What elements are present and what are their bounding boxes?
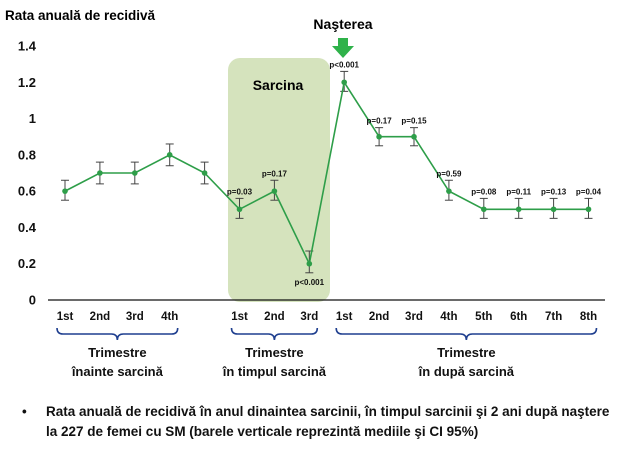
y-tick-label: 1.4 — [18, 39, 37, 54]
data-point — [306, 260, 313, 267]
group-bracket — [56, 327, 179, 341]
y-tick-label: 1 — [29, 111, 36, 126]
group-label-line2: înainte sarcină — [71, 364, 164, 379]
data-points — [62, 79, 592, 267]
x-tick-label: 3rd — [126, 311, 144, 323]
group-bracket — [230, 327, 319, 341]
y-axis-title: Rata anuală de recidivă — [5, 8, 156, 23]
footnote-text: Rata anuală de recidivă în anul dinainte… — [46, 404, 610, 439]
data-point — [481, 206, 487, 213]
x-tick-label: 1st — [57, 311, 74, 323]
data-point — [62, 188, 68, 194]
y-tick-label: 0 — [29, 293, 36, 308]
data-point — [515, 206, 522, 213]
p-value-label: p=0.11 — [506, 187, 531, 196]
x-tick-label: 7th — [545, 311, 562, 323]
x-tick-label: 4th — [440, 311, 457, 323]
x-tick-label: 5th — [475, 311, 492, 323]
x-axis-tick-labels: 1st 2nd 3rd 4th 1st 2nd 3rd 1st 2nd 3rd 4th 5th 6th 7… — [57, 311, 597, 323]
data-point — [550, 206, 557, 213]
x-tick-label: 6th — [510, 311, 527, 323]
group-label-line2: în după sarcină — [418, 364, 515, 379]
p-value-label: p=0.17 — [262, 169, 288, 178]
data-point — [236, 206, 243, 213]
p-value-labels: p=0.03 p=0.17 p<0.001 p<0.001 p=0.17 p=0.15 p=… — [227, 60, 602, 286]
data-point — [446, 188, 452, 194]
p-value-label: p=0.08 — [471, 187, 497, 196]
birth-label: Naşterea — [313, 16, 372, 32]
x-tick-label: 2nd — [264, 311, 284, 323]
y-axis-ticks: 0 0.2 0.4 0.6 0.8 1 1.2 1.4 — [18, 39, 37, 308]
data-point — [271, 188, 278, 194]
group-bracket — [335, 327, 598, 341]
data-point — [376, 133, 382, 140]
x-tick-label: 2nd — [369, 311, 389, 323]
series-line — [64, 80, 589, 267]
x-tick-label: 3rd — [405, 311, 423, 323]
y-tick-label: 0.8 — [18, 147, 36, 162]
x-tick-label: 1st — [231, 311, 248, 323]
x-tick-label: 8th — [580, 311, 597, 323]
p-value-label: p=0.03 — [227, 187, 253, 196]
p-value-label: p=0.17 — [367, 117, 393, 126]
p-value-label: p<0.001 — [295, 278, 325, 287]
y-tick-label: 1.2 — [18, 75, 36, 90]
data-point — [411, 133, 417, 140]
y-tick-label: 0.4 — [18, 220, 37, 235]
data-point — [585, 206, 592, 213]
group-label-line1: Trimestre — [245, 345, 304, 360]
data-point — [341, 79, 348, 86]
p-value-label: p<0.001 — [329, 60, 359, 69]
x-tick-label: 3rd — [300, 311, 318, 323]
relapse-rate-chart: Sarcina Naşterea Rata anuală de recidivă… — [5, 8, 605, 379]
y-tick-label: 0.6 — [18, 184, 36, 199]
footnote-bullet: • — [22, 404, 27, 419]
p-value-label: p=0.15 — [401, 117, 427, 126]
group-labels: Trimestre înainte sarcină Trimestre în timp… — [71, 345, 515, 379]
data-point — [201, 170, 208, 176]
group-label-line2: în timpul sarcină — [222, 364, 327, 379]
x-tick-label: 2nd — [90, 311, 110, 323]
group-label-line1: Trimestre — [88, 345, 147, 360]
data-point — [97, 170, 103, 176]
p-value-label: p=0.59 — [436, 169, 462, 178]
x-tick-label: 4th — [161, 311, 178, 323]
group-brackets — [56, 327, 598, 341]
birth-arrow-icon — [332, 38, 354, 58]
pregnancy-label: Sarcina — [253, 77, 304, 93]
group-label-line1: Trimestre — [437, 345, 496, 360]
x-tick-label: 1st — [336, 311, 353, 323]
pregnancy-shaded-region — [228, 58, 330, 302]
p-value-label: p=0.13 — [541, 187, 567, 196]
p-value-label: p=0.04 — [576, 187, 602, 196]
data-point — [132, 170, 138, 176]
data-point — [166, 152, 173, 158]
y-tick-label: 0.2 — [18, 256, 36, 271]
